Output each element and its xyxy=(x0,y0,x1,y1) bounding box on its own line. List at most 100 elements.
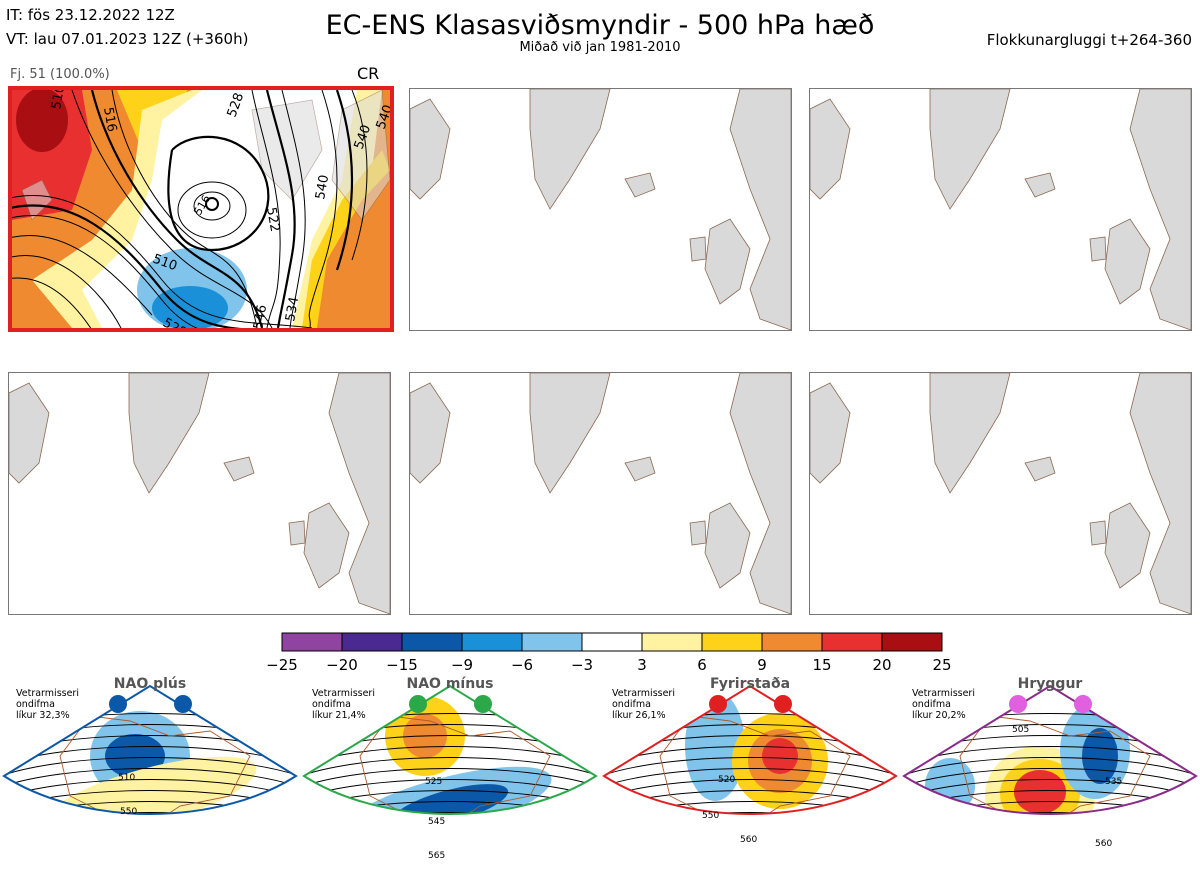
basemap xyxy=(810,89,1191,330)
regime-marker xyxy=(474,695,492,713)
height-contour xyxy=(304,812,596,814)
empty-map-panel-2[interactable] xyxy=(409,88,792,331)
empty-map-panel-3[interactable] xyxy=(809,88,1192,331)
height-contour xyxy=(900,835,1200,858)
height-contour xyxy=(300,824,600,847)
regime-marker xyxy=(1074,695,1092,713)
height-contour xyxy=(904,757,1196,781)
colorbar-segment xyxy=(761,632,823,652)
land-mass xyxy=(1129,373,1191,614)
colorbar-tick-label: 25 xyxy=(932,656,952,674)
anomaly-blob xyxy=(685,691,745,801)
anomaly-blob xyxy=(43,756,257,814)
anomaly-blob xyxy=(1014,770,1066,814)
basemap xyxy=(9,373,390,614)
regime-panel-nao-plus: 510 550 NAO plús Vetrarmisseri ondifma líkur … xyxy=(0,676,300,871)
colorbar-tick-label: −9 xyxy=(450,656,474,674)
colorbar-tick-label: −20 xyxy=(326,656,358,674)
land-mass xyxy=(1089,520,1107,546)
land-mass xyxy=(303,502,350,589)
regime-name: Fyrirstaða xyxy=(709,676,791,692)
regime-marker xyxy=(1009,695,1027,713)
colorbar-tick-label: 9 xyxy=(757,656,767,674)
land-mass xyxy=(529,373,611,494)
cluster-map-panel[interactable]: 510 516 522 528 534 540 546 528 510 516 … xyxy=(8,86,394,332)
regime-panel-ridge: 505 535 560 Hryggur Vetrarmisseri ondifma líku… xyxy=(900,676,1200,871)
regime-contour-label: 560 xyxy=(740,835,757,845)
land-mass xyxy=(729,373,791,614)
contour-label: 516 xyxy=(100,106,119,133)
colorbar-segment xyxy=(701,632,763,652)
regime-contour-label: 550 xyxy=(120,807,137,817)
cluster-member-count: Fj. 51 (100.0%) xyxy=(10,67,110,82)
land-mass xyxy=(1104,502,1151,589)
regime-frame xyxy=(2,684,298,815)
land-mass xyxy=(9,382,50,484)
regime-marker xyxy=(174,695,192,713)
contour-label: 510 xyxy=(49,90,68,111)
colorbar-segment xyxy=(821,632,883,652)
land-mass xyxy=(410,98,451,200)
regime-panel-nao-minus: 525 545 565 NAO mínus Vetrarmisseri ondifma lí… xyxy=(300,676,600,871)
land-mass xyxy=(704,218,751,305)
regime-frame xyxy=(902,684,1198,815)
land-mass xyxy=(810,382,851,484)
height-contour xyxy=(604,812,896,814)
land-mass xyxy=(810,98,851,200)
basemap xyxy=(410,89,791,330)
anomaly-colorbar xyxy=(281,632,943,652)
coastline xyxy=(959,715,1151,814)
basemap xyxy=(810,373,1191,614)
colorbar-tick-label: 6 xyxy=(697,656,707,674)
colorbar-segment xyxy=(461,632,523,652)
regime-name: Hryggur xyxy=(1017,676,1083,692)
empty-map-panel-6[interactable] xyxy=(809,372,1192,615)
land-mass xyxy=(1104,218,1151,305)
height-contour xyxy=(4,812,296,814)
colorbar-segment xyxy=(281,632,343,652)
height-contour xyxy=(300,835,600,858)
colorbar-segment xyxy=(521,632,583,652)
height-contour xyxy=(4,768,296,792)
height-contour xyxy=(304,768,596,792)
empty-map-panel-5[interactable] xyxy=(409,372,792,615)
land-mass xyxy=(929,89,1011,210)
land-mass xyxy=(529,89,611,210)
regime-marker xyxy=(709,695,727,713)
land-mass xyxy=(410,382,451,484)
regime-map: 510 550 xyxy=(0,684,300,847)
colorbar-tick-label: 15 xyxy=(812,656,832,674)
contour-label: 540 xyxy=(313,174,332,201)
height-contour xyxy=(604,757,896,781)
height-contour xyxy=(904,812,1196,814)
regime-contour-label: 545 xyxy=(428,817,445,827)
height-contour xyxy=(604,768,896,792)
regime-contour-label: 535 xyxy=(1105,777,1122,787)
colorbar-tick-label: −15 xyxy=(386,656,418,674)
regime-contour-label: 520 xyxy=(718,775,735,785)
regime-marker xyxy=(409,695,427,713)
land-mass xyxy=(1024,172,1056,198)
basemap xyxy=(410,373,791,614)
colorbar-segment xyxy=(581,632,643,652)
land-mass xyxy=(689,520,707,546)
coastline xyxy=(659,715,851,814)
regime-probability: Vetrarmisseri ondifma líkur 20,2% xyxy=(912,688,975,721)
regime-frame xyxy=(302,684,598,815)
regime-contour-label: 525 xyxy=(425,777,442,787)
land-mass xyxy=(624,172,656,198)
colorbar-segment xyxy=(341,632,403,652)
coastline xyxy=(359,715,551,814)
regime-contour-label: 550 xyxy=(702,811,719,821)
regime-panel-blocking: 520 550 560 Fyrirstaða Vetrarmisseri ondifma l… xyxy=(600,676,900,871)
land-mass xyxy=(1129,89,1191,330)
height-contour xyxy=(0,824,300,847)
classification-window: Flokkunargluggi t+264-360 xyxy=(986,31,1192,49)
contour-label: 546 xyxy=(251,304,270,328)
empty-map-panel-4[interactable] xyxy=(8,372,391,615)
regime-contour-label: 560 xyxy=(1095,839,1112,849)
regime-map: 505 535 560 xyxy=(900,684,1200,858)
cluster-anomaly-map: 510 516 522 528 534 540 546 528 510 516 … xyxy=(12,90,390,328)
colorbar-segment xyxy=(641,632,703,652)
land-mass xyxy=(1089,236,1107,262)
